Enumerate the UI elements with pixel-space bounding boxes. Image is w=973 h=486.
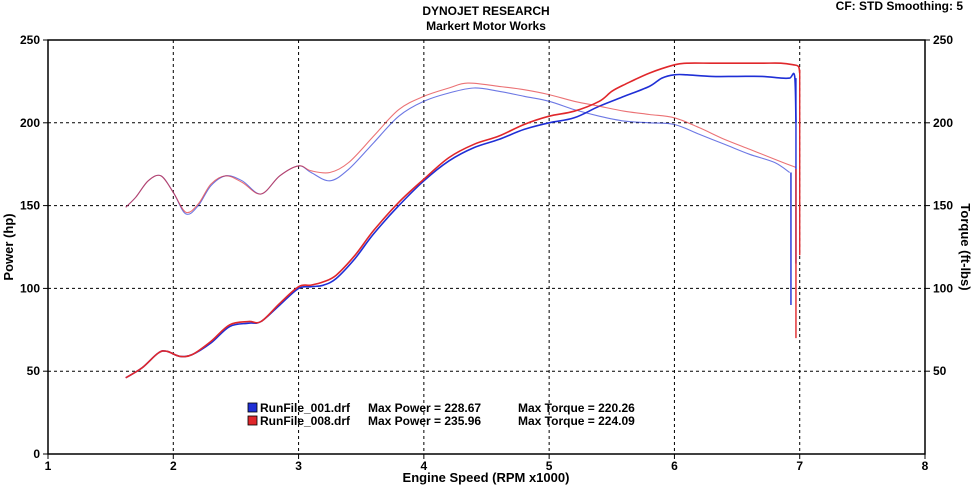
y-tick-label-1: 50 — [27, 364, 41, 378]
series-lines — [125, 62, 801, 379]
right-axis-ticks: 50 100 150 200 250 — [925, 33, 953, 378]
series-line-1-power — [125, 72, 797, 379]
legend-swatch-2 — [247, 415, 258, 426]
chart-title: DYNOJET RESEARCH — [422, 4, 549, 18]
legend: RunFile_001.drf Max Power = 228.67 Max T… — [247, 401, 635, 428]
y2-tick-label-4: 250 — [933, 33, 953, 47]
y-tick-label-3: 150 — [20, 199, 40, 213]
y2-tick-label-1: 100 — [933, 281, 953, 295]
legend-file-2: RunFile_008.drf — [260, 414, 351, 428]
legend-torque-1: Max Torque = 220.26 — [518, 401, 635, 415]
y-tick-label-2: 100 — [20, 281, 40, 295]
x-tick-label-3: 4 — [421, 459, 428, 473]
y2-tick-label-3: 200 — [933, 116, 953, 130]
legend-swatch-1 — [247, 402, 258, 413]
y-tick-label-4: 200 — [20, 116, 40, 130]
corner-info: CF: STD Smoothing: 5 — [836, 0, 964, 13]
x-tick-label-4: 5 — [546, 459, 553, 473]
y-tick-label-0: 0 — [33, 447, 40, 461]
x-tick-label-2: 3 — [295, 459, 302, 473]
y2-tick-label-0: 50 — [933, 364, 947, 378]
x-tick-label-7: 8 — [922, 459, 929, 473]
y-axis-label: Power (hp) — [1, 213, 16, 280]
series-line-3-power — [125, 62, 801, 379]
plot-frame — [47, 39, 926, 455]
grid-lines — [48, 40, 925, 454]
legend-power-2: Max Power = 235.96 — [368, 414, 481, 428]
x-tick-label-0: 1 — [45, 459, 52, 473]
x-tick-label-5: 6 — [671, 459, 678, 473]
x-tick-label-1: 2 — [170, 459, 177, 473]
bottom-axis-ticks: 1 2 3 4 5 6 7 8 — [45, 454, 929, 473]
x-tick-label-6: 7 — [796, 459, 803, 473]
y2-tick-label-2: 150 — [933, 199, 953, 213]
chart-subtitle: Markert Motor Works — [426, 19, 546, 33]
legend-power-1: Max Power = 228.67 — [368, 401, 481, 415]
series-line-4-torque — [125, 82, 797, 214]
legend-file-1: RunFile_001.drf — [260, 401, 351, 415]
x-axis-label: Engine Speed (RPM x1000) — [403, 470, 570, 485]
left-axis-ticks: 0 50 100 150 200 250 — [20, 33, 48, 461]
legend-torque-2: Max Torque = 224.09 — [518, 414, 635, 428]
series-line-2-torque — [125, 87, 791, 215]
y-tick-label-5: 250 — [20, 33, 40, 47]
y2-axis-label: Torque (ft-lbs) — [958, 203, 973, 290]
